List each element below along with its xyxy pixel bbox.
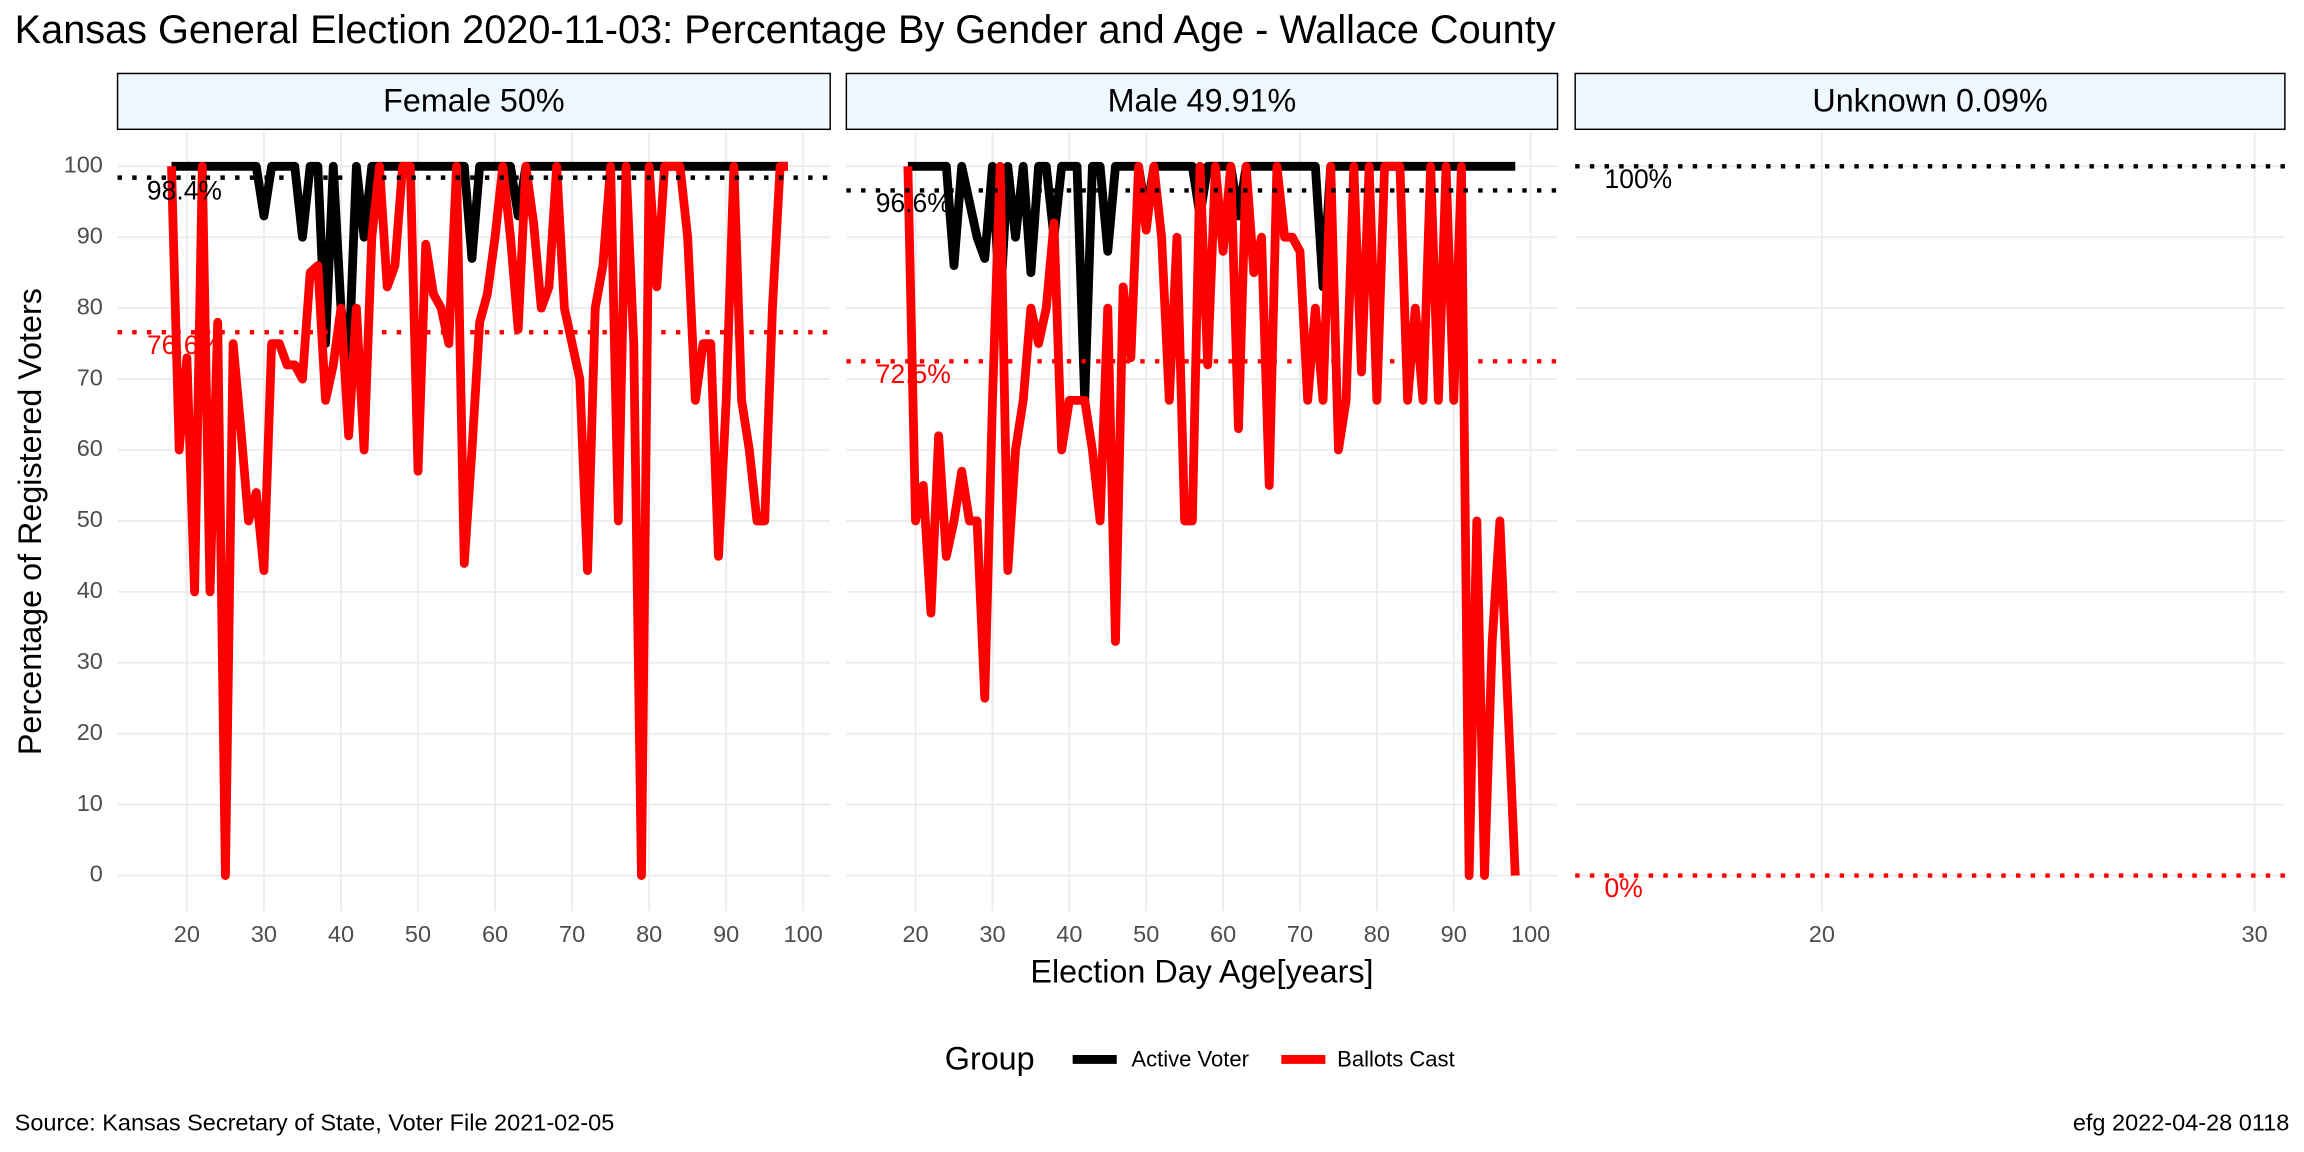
credit-note: efg 2022-04-28 0118: [2073, 1109, 2289, 1135]
y-axis-label: Percentage of Registered Voters: [12, 288, 48, 755]
x-tick-label: 30: [251, 921, 277, 947]
y-tick-label: 20: [77, 719, 103, 745]
facet-title: Unknown 0.09%: [1812, 82, 2047, 118]
data-line: [903, 161, 1520, 880]
y-tick-label: 0: [90, 861, 103, 887]
x-tick-label: 60: [482, 921, 508, 947]
legend-title: Group: [945, 1040, 1035, 1076]
reference-label: 0%: [1605, 873, 1643, 903]
x-tick-label: 100: [1511, 921, 1550, 947]
x-tick-label: 20: [174, 921, 200, 947]
y-tick-label: 100: [64, 151, 103, 177]
facet-title: Male 49.91%: [1108, 82, 1297, 118]
x-tick-label: 90: [713, 921, 739, 947]
y-tick-label: 80: [77, 293, 103, 319]
y-tick-label: 50: [77, 506, 103, 532]
data-line: [171, 161, 788, 370]
x-tick-label: 50: [405, 921, 431, 947]
x-tick-label: 70: [559, 921, 585, 947]
source-note: Source: Kansas Secretary of State, Voter…: [15, 1109, 615, 1135]
reference-label: 100%: [1605, 164, 1673, 194]
facet-title: Female 50%: [383, 82, 564, 118]
x-tick-label: 20: [902, 921, 928, 947]
y-tick-label: 40: [77, 577, 103, 603]
x-tick-label: 50: [1133, 921, 1159, 947]
facet-strip: [1574, 72, 2286, 131]
legend-label: Active Voter: [1131, 1047, 1249, 1072]
x-tick-label: 70: [1287, 921, 1313, 947]
x-tick-label: 100: [784, 921, 823, 947]
data-line: [167, 161, 788, 880]
y-tick-label: 60: [77, 435, 103, 461]
x-tick-label: 40: [328, 921, 354, 947]
reference-label: 76.6%: [147, 330, 222, 360]
x-axis-label: Election Day Age[years]: [1030, 954, 1373, 990]
legend-label: Ballots Cast: [1337, 1047, 1455, 1072]
x-tick-label: 90: [1441, 921, 1467, 947]
x-tick-label: 80: [1364, 921, 1390, 947]
x-tick-label: 30: [979, 921, 1005, 947]
reference-label: 72.5%: [876, 359, 951, 389]
chart-title: Kansas General Election 2020-11-03: Perc…: [15, 8, 1556, 52]
y-tick-label: 90: [77, 222, 103, 248]
facet-strip: [116, 72, 831, 131]
x-tick-label: 30: [2242, 921, 2268, 947]
x-tick-label: 60: [1210, 921, 1236, 947]
y-tick-label: 30: [77, 648, 103, 674]
y-tick-label: 10: [77, 790, 103, 816]
x-tick-label: 80: [636, 921, 662, 947]
reference-label: 98.4%: [147, 175, 222, 205]
reference-label: 96.6%: [876, 188, 951, 218]
y-tick-label: 70: [77, 364, 103, 390]
x-tick-label: 40: [1056, 921, 1082, 947]
x-tick-label: 20: [1809, 921, 1835, 947]
facet-strip: [845, 72, 1559, 131]
